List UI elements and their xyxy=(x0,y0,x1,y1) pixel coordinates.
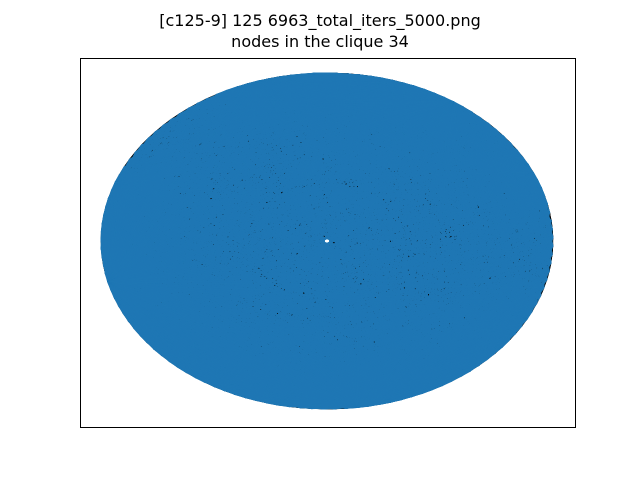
title-line-2: nodes in the clique 34 xyxy=(231,32,409,51)
chart-title: [c125-9] 125 6963_total_iters_5000.png n… xyxy=(0,10,640,52)
title-line-1: [c125-9] 125 6963_total_iters_5000.png xyxy=(159,11,481,30)
